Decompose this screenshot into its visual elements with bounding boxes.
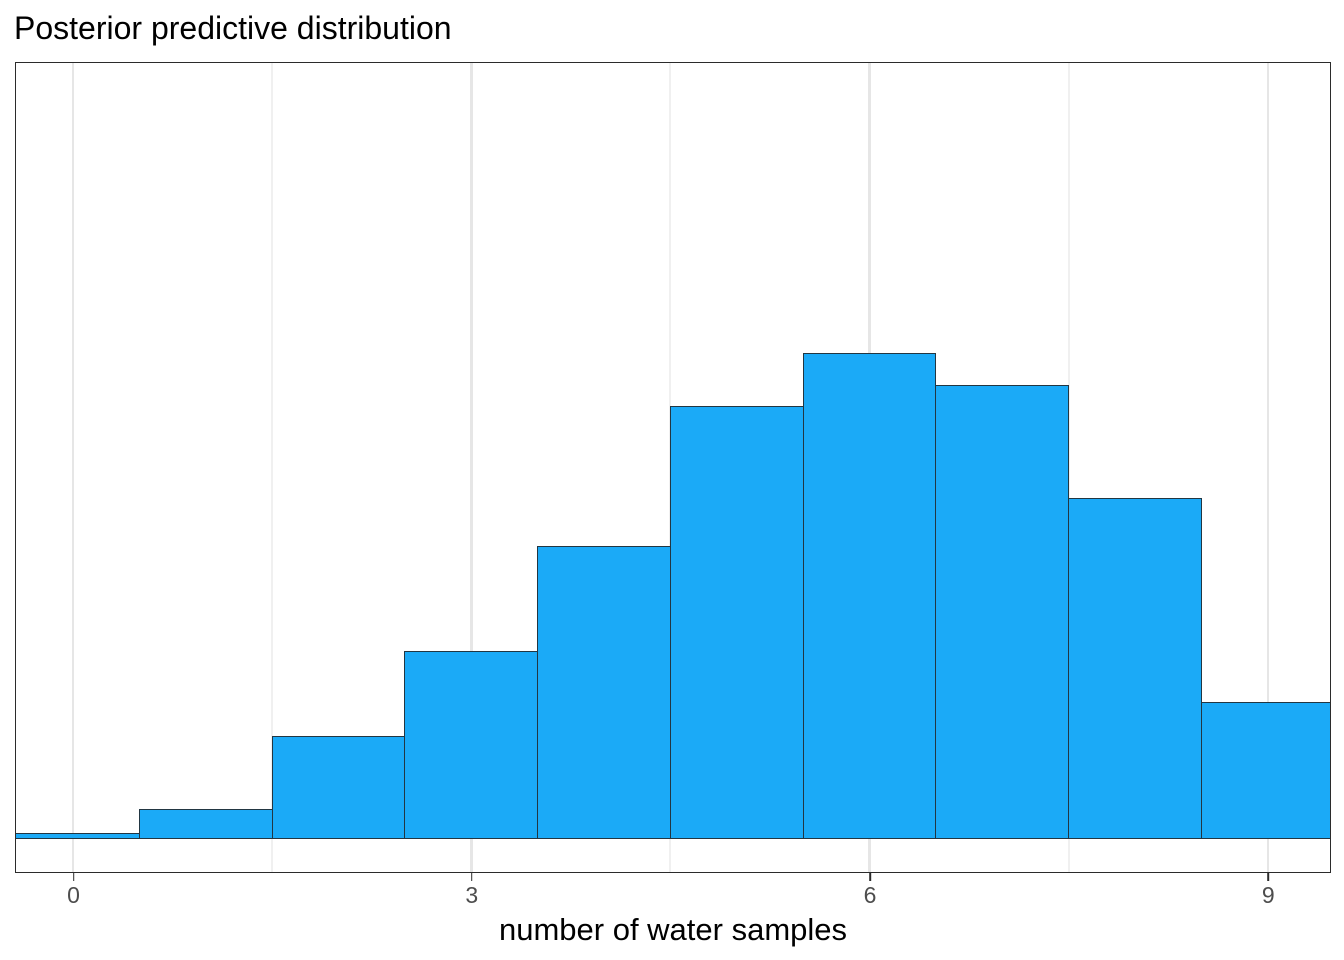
x-tick-mark xyxy=(869,873,871,881)
major-gridline xyxy=(1266,63,1269,872)
plot-panel xyxy=(15,62,1331,873)
x-tick-label: 0 xyxy=(67,882,80,908)
major-gridline xyxy=(71,63,75,872)
histogram-bar xyxy=(669,405,804,839)
x-tick-label: 9 xyxy=(1261,882,1275,908)
histogram-bar xyxy=(802,352,937,839)
histogram-bar xyxy=(404,650,539,839)
x-tick-mark xyxy=(470,873,473,881)
major-gridline xyxy=(470,63,473,872)
histogram-bar xyxy=(1068,497,1202,839)
histogram-bar xyxy=(935,384,1070,839)
x-tick-mark xyxy=(1267,873,1270,881)
histogram-bar xyxy=(537,545,671,839)
chart-title: Posterior predictive distribution xyxy=(14,10,452,46)
histogram-bar xyxy=(271,735,406,839)
x-tick-mark xyxy=(72,873,75,881)
x-axis-title: number of water samples xyxy=(498,912,848,947)
histogram-bar xyxy=(1200,701,1330,839)
histogram-bar xyxy=(16,832,140,839)
minor-gridline xyxy=(271,63,274,872)
x-tick-label: 6 xyxy=(863,882,877,908)
x-tick-label: 3 xyxy=(465,882,479,908)
histogram-bar xyxy=(138,809,273,839)
